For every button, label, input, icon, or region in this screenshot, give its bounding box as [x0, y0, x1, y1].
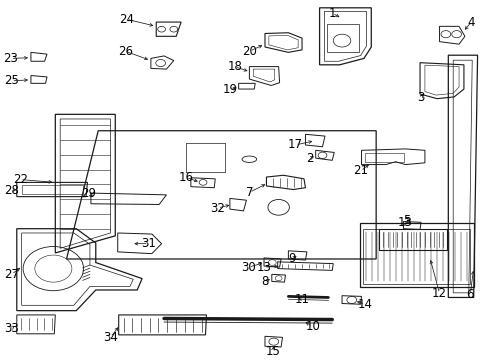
Text: 10: 10 — [305, 320, 320, 333]
Text: 13: 13 — [256, 261, 271, 274]
Text: 11: 11 — [294, 293, 309, 306]
Text: 1: 1 — [328, 7, 335, 20]
Text: 17: 17 — [287, 139, 302, 152]
Text: 21: 21 — [352, 165, 367, 177]
Text: 32: 32 — [210, 202, 224, 215]
Text: 16: 16 — [178, 171, 193, 184]
Text: 30: 30 — [241, 261, 255, 274]
Text: 18: 18 — [227, 60, 242, 73]
Text: 31: 31 — [141, 237, 156, 250]
Text: 24: 24 — [119, 13, 134, 26]
Text: 22: 22 — [13, 173, 28, 186]
Text: 9: 9 — [288, 252, 295, 265]
Text: 27: 27 — [4, 268, 19, 281]
Text: 12: 12 — [431, 287, 446, 300]
Text: 25: 25 — [4, 75, 19, 87]
Text: 19: 19 — [222, 83, 237, 96]
Text: 33: 33 — [4, 322, 19, 335]
Text: 4: 4 — [467, 15, 474, 28]
Text: 7: 7 — [245, 186, 253, 199]
Text: 5: 5 — [402, 214, 409, 228]
Text: 34: 34 — [103, 331, 118, 344]
Text: 6: 6 — [466, 288, 473, 301]
Text: 23: 23 — [3, 52, 18, 65]
Text: 15: 15 — [265, 345, 280, 358]
Text: 26: 26 — [118, 45, 133, 58]
Text: 2: 2 — [306, 152, 313, 165]
Text: 28: 28 — [4, 184, 19, 197]
Text: 3: 3 — [416, 91, 424, 104]
Text: 29: 29 — [81, 187, 96, 200]
Text: 14: 14 — [357, 298, 372, 311]
Text: 8: 8 — [261, 275, 268, 288]
Text: 13: 13 — [397, 216, 412, 229]
Text: 20: 20 — [242, 45, 256, 58]
